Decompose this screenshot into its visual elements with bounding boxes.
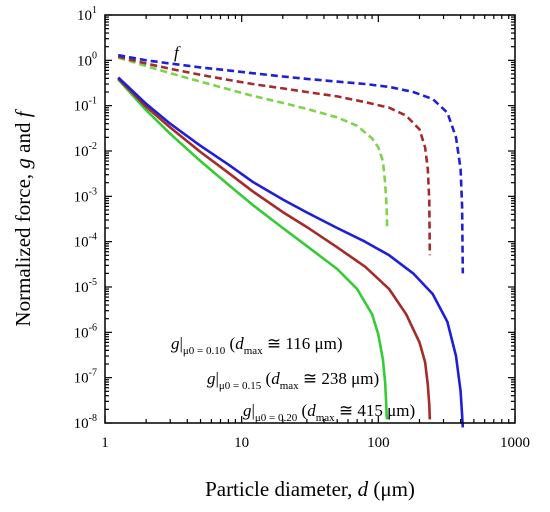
y-tick-label: 10-7	[74, 368, 97, 387]
series-line-0	[117, 56, 389, 229]
y-axis-title: Normalized force, g and f	[11, 108, 35, 326]
annotation-g-mu015: g|μ0 = 0.15 (dmax ≅ 238 μm)	[207, 369, 379, 392]
x-tick-label: 100	[367, 435, 390, 451]
y-tick-label: 10-6	[74, 322, 97, 341]
y-tick-label: 101	[77, 5, 97, 24]
tick-label-layer: 1 10 100 1000 101 100 10-1 10-2 10-3 10-4 10-5 10-6…	[74, 5, 530, 451]
y-tick-label: 10-3	[74, 186, 97, 205]
y-tick-label: 10-8	[74, 413, 97, 432]
x-axis-title: Particle diameter, d (μm)	[205, 477, 415, 501]
y-tick-label: 100	[77, 50, 97, 69]
series-layer	[117, 53, 465, 428]
y-tick-label: 10-4	[74, 232, 97, 251]
series-line-2	[117, 53, 465, 274]
y-tick-label: 10-5	[74, 277, 97, 296]
series-line-4	[117, 77, 432, 420]
annotation-f: f	[174, 43, 181, 62]
series-line-3	[117, 78, 389, 420]
x-tick-label: 1000	[500, 435, 530, 451]
series-line-1	[117, 55, 432, 256]
x-tick-label: 10	[234, 435, 249, 451]
tick-layer	[104, 14, 516, 424]
series-line-5	[117, 76, 465, 428]
plot-frame	[104, 14, 516, 424]
annotation-g-mu010: g|μ0 = 0.10 (dmax ≅ 116 μm)	[171, 334, 343, 357]
x-tick-label: 1	[101, 435, 109, 451]
annotation-g-mu020: g|μ0 = 0.20 (dmax ≅ 415 μm)	[243, 401, 415, 424]
y-tick-label: 10-2	[74, 141, 97, 160]
y-tick-label: 10-1	[74, 96, 97, 115]
